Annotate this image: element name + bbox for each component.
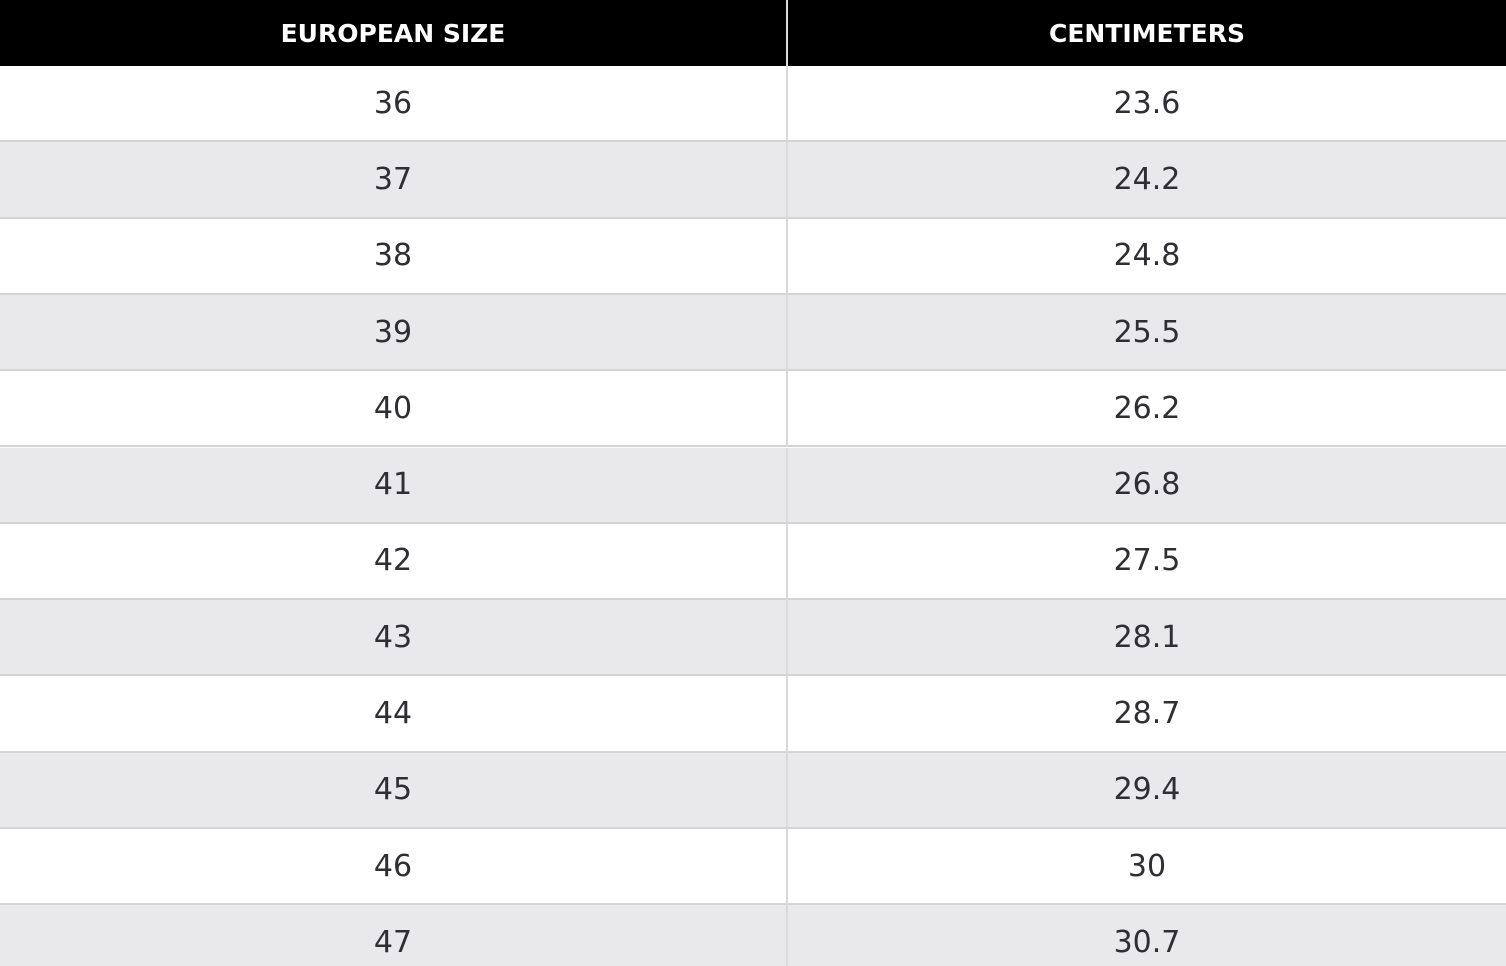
table-cell: 30	[788, 829, 1506, 906]
table-cell: 47	[0, 905, 788, 966]
table-cell: 23.6	[788, 66, 1506, 143]
table-cell: 46	[0, 829, 788, 906]
table-cell: 44	[0, 676, 788, 753]
table-cell: 38	[0, 218, 788, 295]
table-cell: 36	[0, 66, 788, 143]
table-cell: 45	[0, 752, 788, 829]
table-cell: 28.1	[788, 600, 1506, 677]
table-cell: 29.4	[788, 752, 1506, 829]
table-cell: 37	[0, 142, 788, 219]
table-cell: 43	[0, 600, 788, 677]
header-cell: EUROPEAN SIZE	[0, 0, 788, 66]
table-cell: 42	[0, 523, 788, 601]
table-cell: 26.8	[788, 447, 1506, 524]
table-cell: 39	[0, 294, 788, 372]
table-cell: 30.7	[788, 905, 1506, 966]
header-cell: CENTIMETERS	[788, 0, 1506, 66]
table-cell: 24.2	[788, 142, 1506, 219]
table-cell: 26.2	[788, 371, 1506, 448]
table-cell: 24.8	[788, 218, 1506, 295]
table-cell: 25.5	[788, 294, 1506, 372]
table-cell: 27.5	[788, 523, 1506, 601]
table-cell: 41	[0, 447, 788, 524]
table-cell: 40	[0, 371, 788, 448]
table-cell: 28.7	[788, 676, 1506, 753]
